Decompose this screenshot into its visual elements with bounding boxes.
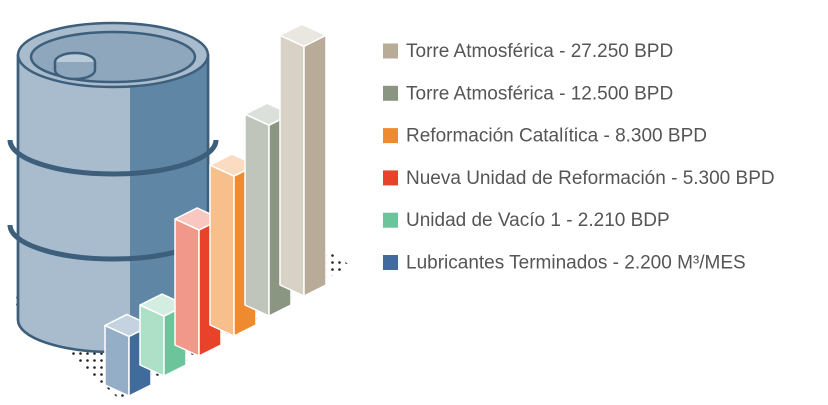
legend-label: Torre Atmosférica - 27.250 BPD bbox=[406, 41, 673, 62]
bar-top bbox=[279, 23, 327, 48]
legend-swatch bbox=[383, 255, 398, 270]
legend-label: Unidad de Vacío 1 - 2.210 BDP bbox=[406, 210, 670, 231]
bar-front bbox=[139, 304, 165, 377]
bar bbox=[279, 23, 327, 297]
legend-label: Torre Atmosférica - 12.500 BPD bbox=[406, 83, 673, 104]
legend-label: Reformación Catalítica - 8.300 BPD bbox=[406, 126, 707, 147]
bar-front bbox=[279, 34, 305, 297]
legend-label: Lubricantes Terminados - 2.200 M³/MES bbox=[406, 253, 746, 274]
bar-side bbox=[303, 34, 327, 297]
bar-front bbox=[244, 113, 270, 317]
legend-swatch bbox=[383, 170, 398, 186]
bar-front bbox=[174, 218, 200, 357]
legend-label: Nueva Unidad de Reformación - 5.300 BPD bbox=[406, 168, 775, 189]
bar-front bbox=[104, 324, 130, 397]
legend: Torre Atmosférica - 27.250 BPD Torre Atmo… bbox=[383, 41, 775, 274]
bar-front bbox=[209, 164, 235, 337]
legend-swatch bbox=[383, 85, 398, 101]
bars bbox=[104, 23, 327, 397]
legend-swatch bbox=[383, 128, 398, 144]
legend-swatch bbox=[383, 43, 398, 59]
legend-swatch bbox=[383, 212, 398, 228]
